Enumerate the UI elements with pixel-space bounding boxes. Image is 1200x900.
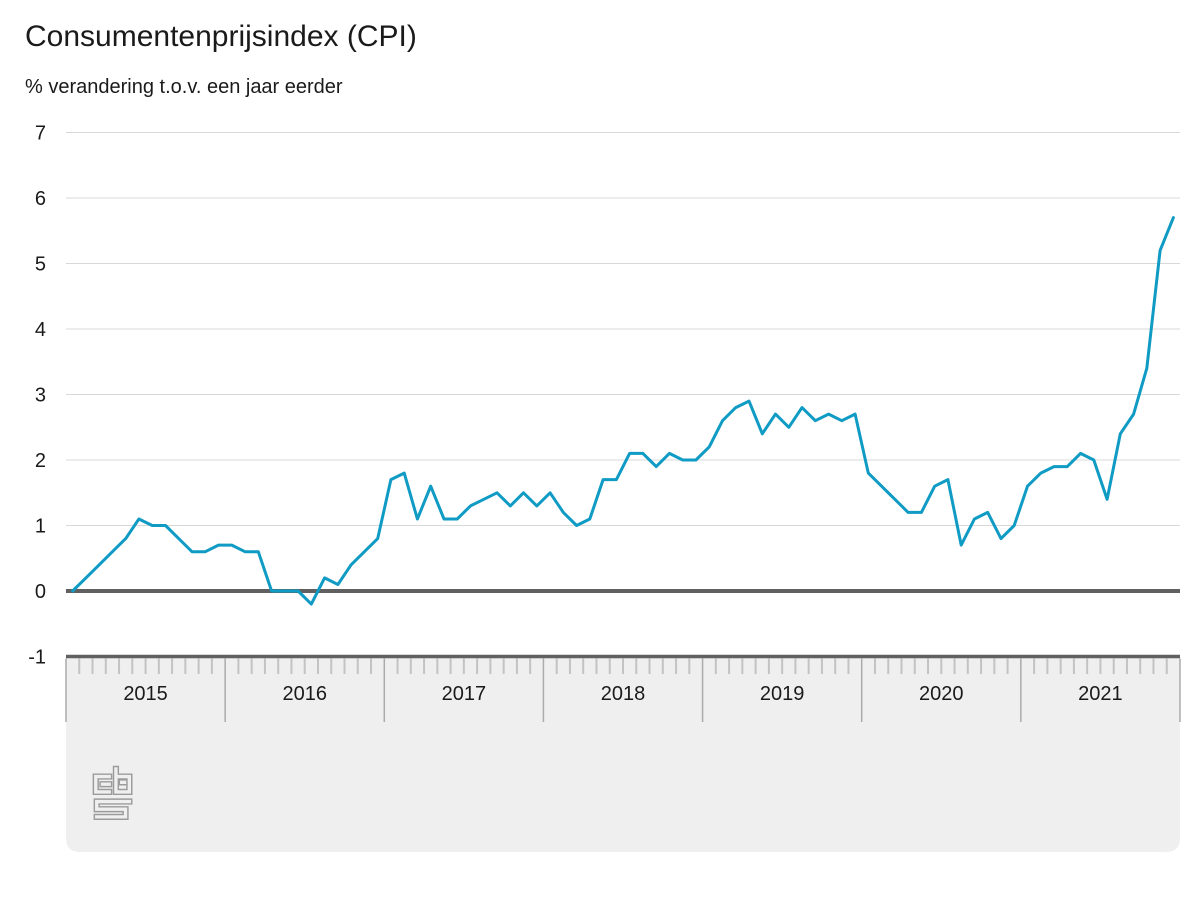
year-label: 2021 bbox=[1078, 683, 1123, 705]
year-label: 2018 bbox=[601, 683, 646, 705]
timeline-axis-band bbox=[66, 654, 1180, 852]
y-axis-label: 3 bbox=[35, 385, 46, 407]
chart-title: Consumentenprijsindex (CPI) bbox=[25, 20, 417, 53]
y-axis-label: 5 bbox=[35, 254, 46, 276]
y-axis-label: 7 bbox=[35, 123, 46, 145]
year-label: 2019 bbox=[760, 683, 805, 705]
y-axis-label: 2 bbox=[35, 450, 46, 472]
timeline-band-background bbox=[66, 656, 1180, 852]
year-label: 2015 bbox=[123, 683, 168, 705]
y-axis-label: 1 bbox=[35, 516, 46, 538]
y-axis-label: -1 bbox=[28, 647, 46, 669]
year-label: 2017 bbox=[442, 683, 487, 705]
y-axis-label: 6 bbox=[35, 188, 46, 210]
cbs-logo-icon bbox=[92, 765, 133, 821]
y-axis-labels: 7 6 5 4 3 2 1 0 -1 bbox=[28, 123, 46, 669]
timeline-band-top-border bbox=[66, 654, 1180, 659]
cpi-line bbox=[71, 216, 1175, 606]
year-label: 2016 bbox=[282, 683, 327, 705]
year-label: 2020 bbox=[919, 683, 964, 705]
chart-subtitle: % verandering t.o.v. een jaar eerder bbox=[25, 76, 343, 98]
timeline-ticks bbox=[65, 658, 1181, 722]
cbs-logo-inner bbox=[94, 767, 132, 819]
cpi-line-series bbox=[71, 216, 1175, 606]
y-axis-label: 0 bbox=[35, 581, 46, 603]
year-labels: 2015 2016 2017 2018 2019 2020 2021 bbox=[123, 683, 1122, 705]
y-axis-label: 4 bbox=[35, 319, 46, 341]
